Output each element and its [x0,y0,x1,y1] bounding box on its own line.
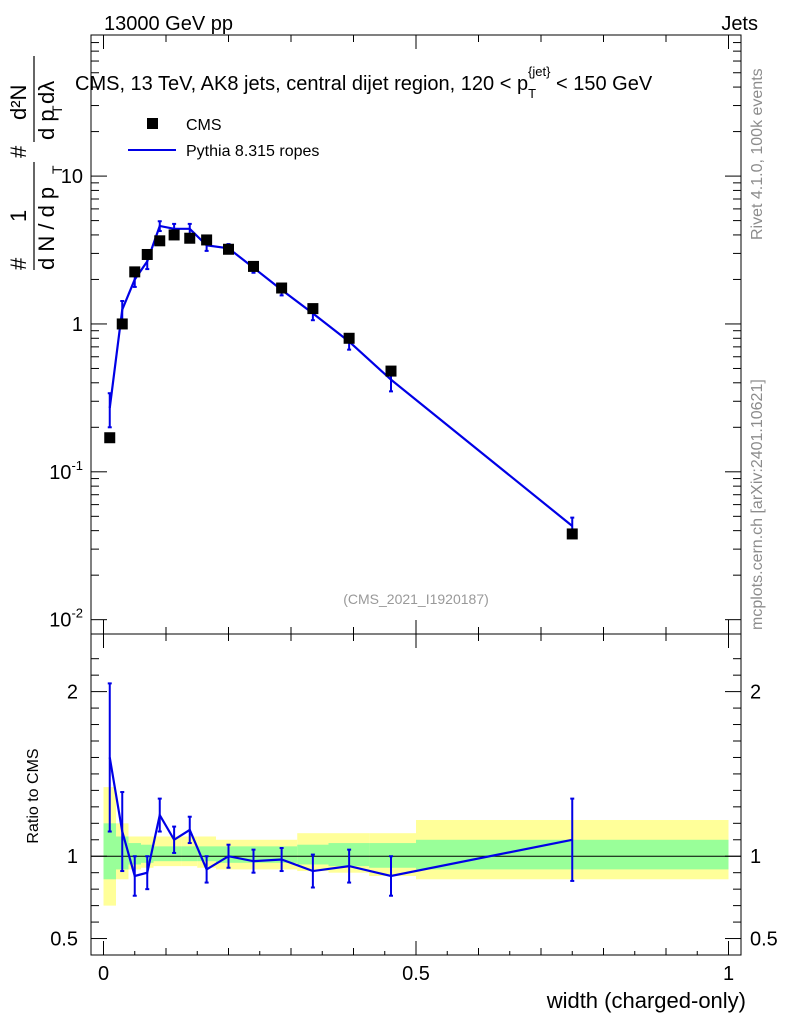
cms-data-point [223,243,234,255]
svg-text:d²N: d²N [6,85,31,120]
svg-text:#: # [6,257,31,270]
main-y-tick-label: 10 [61,166,83,188]
cms-data-point [141,248,153,260]
cms-data-point [276,282,288,294]
svg-text:d p: d p [34,109,59,140]
mcplots-reference-label: mcplots.cern.ch [arXiv:2401.10621] [749,379,766,630]
legend-mc-label: Pythia 8.315 ropes [186,143,319,160]
legend-cms-label: CMS [186,117,222,134]
svg-text:dλ: dλ [34,81,59,104]
chart-generated-layer: 0 0.5 1 10-2 10-1 1 10 0.5 0.5 1 1 2 2 [49,34,778,985]
cms-data-point [307,303,319,315]
svg-text:1: 1 [6,210,31,222]
main-y-tick-label: 10-1 [49,458,83,484]
x-axis-label: width (charged-only) [546,988,746,1013]
cms-data-point [104,432,116,444]
cms-data-point [168,229,180,241]
ratio-band-inner-0 [103,823,116,880]
cms-data-point [248,260,259,272]
ratio-y-tick-label-left: 0.5 [50,929,78,951]
cms-data-point [129,266,141,278]
ratio-plot-frame [90,633,742,956]
x-tick-label-1: 1 [723,963,734,985]
svg-text:#: # [6,145,31,158]
mc-series-line [108,224,573,527]
main-y-tick-label: 1 [72,314,83,336]
ratio-y-axis-label: Ratio to CMS [25,748,42,843]
header-left-label: 13000 GeV pp [104,13,233,35]
analysis-id-label: (CMS_2021_I1920187) [343,591,489,607]
ratio-band-inner-4 [153,846,166,862]
x-tick-label-0.5: 0.5 [402,963,430,985]
rivet-version-label: Rivet 4.1.0, 100k events [749,68,766,240]
cms-data-point [184,232,196,244]
legend-cms-marker [147,118,158,129]
svg-text:T: T [49,105,65,114]
cms-data-point [154,235,166,247]
main-y-axis-label: # d N / d p T 1 # d p T dλ d²N [6,56,65,270]
cms-data-point [201,234,213,246]
cms-data-point [343,332,355,344]
main-y-tick-label: 10-2 [49,606,83,632]
ratio-y-tick-label-right: 0.5 [750,929,778,951]
ratio-y-tick-label-right: 1 [750,846,761,868]
ratio-y-tick-label-left: 1 [67,846,78,868]
x-tick-label-0: 0 [98,963,109,985]
ratio-y-tick-label-left: 2 [67,682,78,704]
cms-data-point [116,318,128,330]
ratio-band-inner-2 [128,843,141,865]
cms-data-point [385,365,397,377]
svg-text:d N / d p: d N / d p [34,187,59,270]
svg-text:T: T [49,165,65,174]
header-right-label: Jets [721,13,758,35]
chart-title: CMS, 13 TeV, AK8 jets, central dijet reg… [75,64,653,101]
cms-data-point [566,528,578,540]
ratio-band-inner-6 [181,846,198,862]
ratio-y-tick-label-right: 2 [750,682,761,704]
